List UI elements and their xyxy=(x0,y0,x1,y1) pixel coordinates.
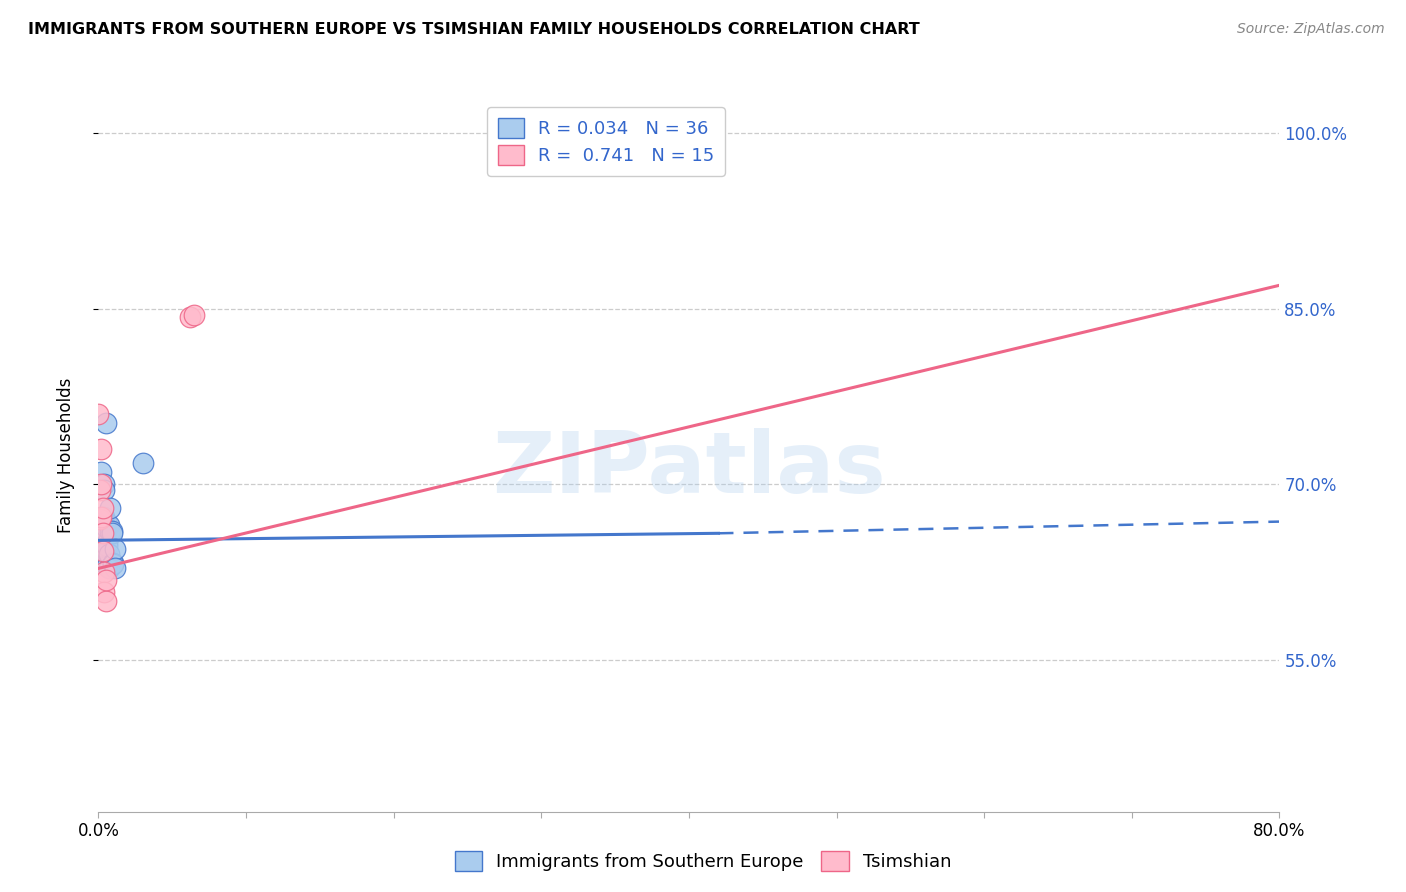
Y-axis label: Family Households: Family Households xyxy=(56,377,75,533)
Point xyxy=(93,584,115,599)
Legend: Immigrants from Southern Europe, Tsimshian: Immigrants from Southern Europe, Tsimshi… xyxy=(447,844,959,879)
Point xyxy=(93,477,115,491)
Point xyxy=(103,557,125,571)
Point xyxy=(89,483,111,497)
Text: Source: ZipAtlas.com: Source: ZipAtlas.com xyxy=(1237,22,1385,37)
Point xyxy=(91,500,114,515)
Point xyxy=(93,510,115,524)
Point xyxy=(90,510,112,524)
Point xyxy=(90,524,112,538)
Point xyxy=(91,512,114,526)
Legend: R = 0.034   N = 36, R =  0.741   N = 15: R = 0.034 N = 36, R = 0.741 N = 15 xyxy=(488,107,725,176)
Point xyxy=(97,561,120,575)
Point xyxy=(104,561,127,575)
Point xyxy=(91,530,114,544)
Point xyxy=(100,524,122,538)
Point xyxy=(96,557,118,571)
Point xyxy=(183,308,205,322)
Point xyxy=(93,522,115,536)
Point xyxy=(89,538,111,552)
Text: ZIPatlas: ZIPatlas xyxy=(492,427,886,511)
Point xyxy=(97,547,120,561)
Point xyxy=(104,541,127,556)
Point xyxy=(94,515,117,529)
Point xyxy=(87,407,110,421)
Point xyxy=(96,544,118,558)
Point xyxy=(93,565,115,579)
Point xyxy=(94,544,117,558)
Point xyxy=(96,559,118,574)
Point xyxy=(90,442,112,456)
Point xyxy=(179,310,201,324)
Point xyxy=(94,573,117,587)
Point xyxy=(91,510,114,524)
Point xyxy=(94,417,117,431)
Point xyxy=(97,518,120,533)
Point xyxy=(96,539,118,553)
Point xyxy=(94,520,117,534)
Point xyxy=(93,533,115,548)
Text: IMMIGRANTS FROM SOUTHERN EUROPE VS TSIMSHIAN FAMILY HOUSEHOLDS CORRELATION CHART: IMMIGRANTS FROM SOUTHERN EUROPE VS TSIMS… xyxy=(28,22,920,37)
Point xyxy=(96,535,118,549)
Point xyxy=(90,515,112,529)
Point xyxy=(98,524,121,538)
Point xyxy=(89,530,111,544)
Point xyxy=(90,466,112,480)
Point xyxy=(91,524,114,538)
Point xyxy=(103,556,125,570)
Point xyxy=(93,483,115,497)
Point xyxy=(91,526,114,541)
Point xyxy=(100,526,122,541)
Point xyxy=(94,524,117,538)
Point xyxy=(132,456,155,470)
Point xyxy=(91,544,114,558)
Point xyxy=(94,594,117,608)
Point xyxy=(89,512,111,526)
Point xyxy=(98,500,121,515)
Point xyxy=(90,477,112,491)
